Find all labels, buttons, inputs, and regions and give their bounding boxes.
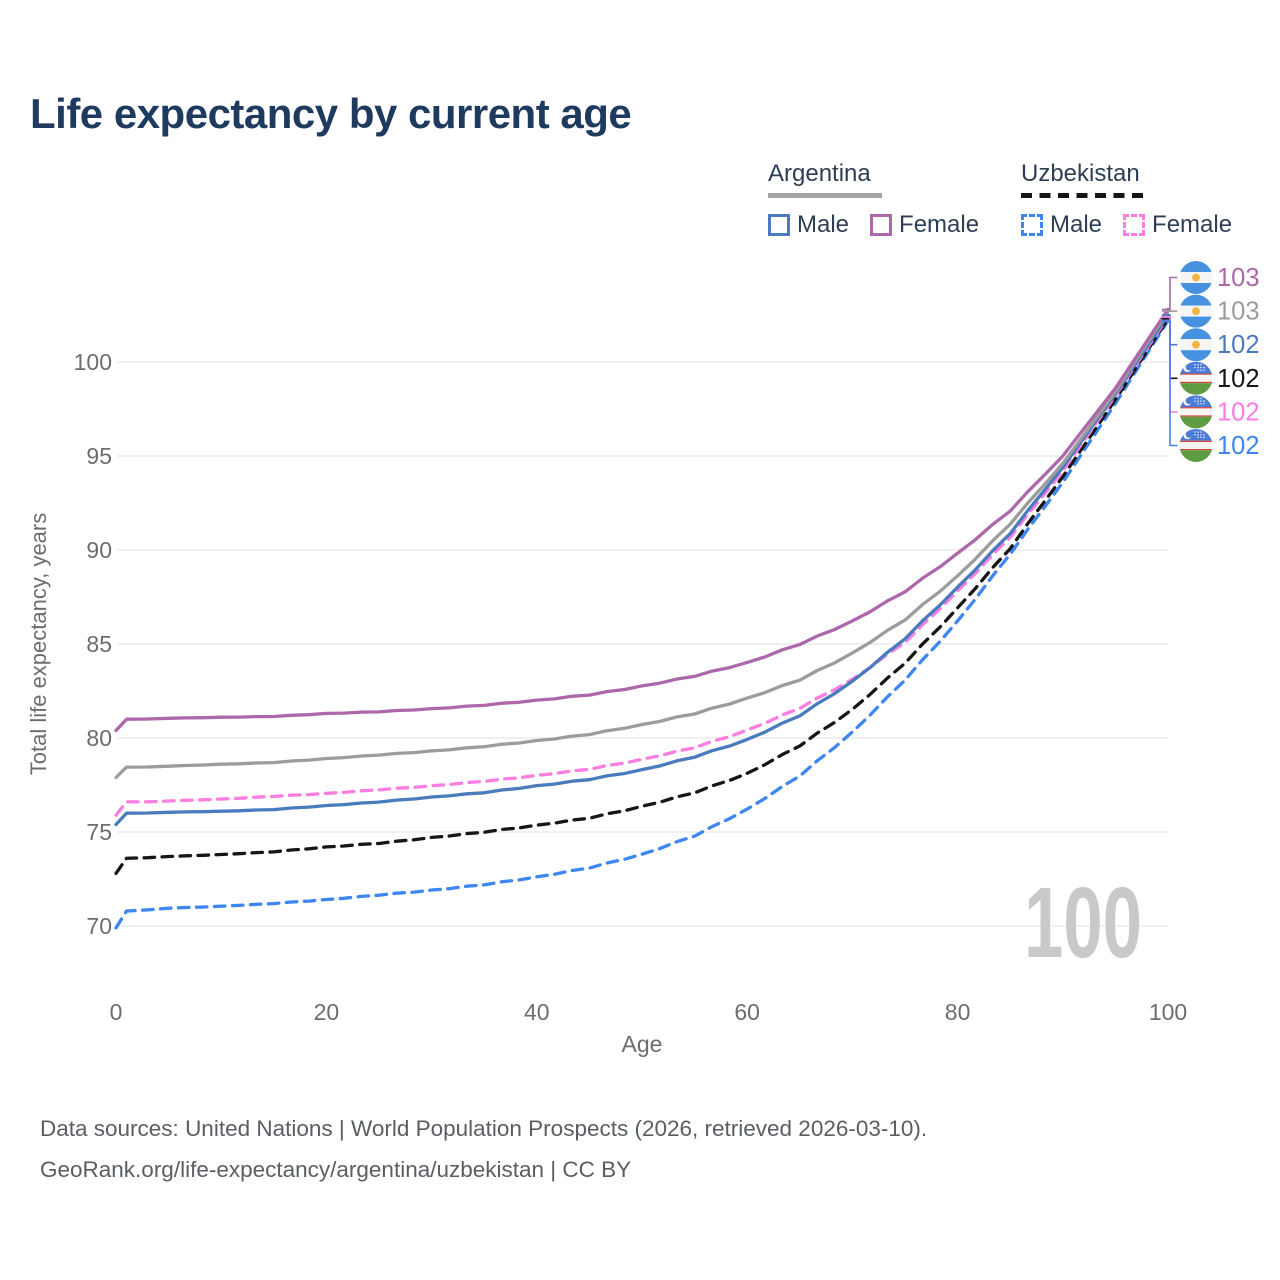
argentina-flag-icon bbox=[1179, 294, 1213, 328]
series-end-value-label: 102 bbox=[1217, 398, 1260, 426]
x-tick-label: 0 bbox=[110, 999, 123, 1025]
hover-age-watermark: 100 bbox=[1024, 867, 1142, 979]
legend-group-argentina: Argentina Male Female bbox=[768, 160, 1000, 239]
legend-swatch-argentina-female[interactable] bbox=[870, 214, 893, 236]
page-title: Life expectancy by current age bbox=[30, 90, 632, 137]
series-end-value-label: 102 bbox=[1217, 365, 1260, 393]
legend-group-uzbekistan: Uzbekistan Male Female bbox=[1021, 160, 1253, 239]
legend-label-argentina-male[interactable]: Male bbox=[797, 211, 850, 238]
footer-data-sources: Data sources: United Nations | World Pop… bbox=[40, 1116, 928, 1141]
x-tick-label: 40 bbox=[524, 999, 550, 1025]
x-tick-label: 60 bbox=[734, 999, 760, 1025]
y-tick-label: 70 bbox=[86, 913, 112, 939]
legend-underline-uzbekistan bbox=[1021, 193, 1149, 198]
x-tick-label: 80 bbox=[945, 999, 971, 1025]
legend-underline-argentina bbox=[768, 193, 882, 198]
x-tick-label: 20 bbox=[314, 999, 340, 1025]
uzbekistan-flag-icon bbox=[1179, 429, 1213, 462]
series-end-value-label: 103 bbox=[1217, 298, 1260, 326]
series-line-uzbekistan-both-sexes bbox=[114, 317, 1170, 876]
x-axis-title: Age bbox=[622, 1031, 663, 1057]
legend-swatch-uzbekistan-male[interactable] bbox=[1021, 214, 1043, 236]
legend-swatch-uzbekistan-female[interactable] bbox=[1123, 214, 1146, 236]
end-label-connector bbox=[1162, 276, 1178, 311]
y-tick-label: 80 bbox=[86, 725, 112, 751]
series-line-uzbekistan-male bbox=[114, 318, 1170, 930]
legend-country-argentina[interactable]: Argentina bbox=[768, 160, 871, 187]
series-line-argentina-female bbox=[114, 307, 1170, 733]
end-label-connector bbox=[1162, 319, 1178, 447]
y-tick-label: 90 bbox=[86, 537, 112, 563]
footer-attribution-link: GeoRank.org/life-expectancy/argentina/uz… bbox=[40, 1157, 632, 1182]
y-tick-label: 75 bbox=[86, 819, 112, 845]
series-line-argentina-male bbox=[114, 313, 1170, 827]
legend-label-uzbekistan-male[interactable]: Male bbox=[1050, 211, 1103, 238]
y-axis-title: Total life expectancy, years bbox=[26, 513, 51, 776]
uzbekistan-flag-icon bbox=[1179, 361, 1213, 395]
series-end-value-label: 103 bbox=[1217, 264, 1260, 292]
series-end-value-label: 102 bbox=[1217, 331, 1260, 359]
series-line-argentina-both-sexes bbox=[114, 309, 1170, 780]
series-line-uzbekistan-female bbox=[114, 315, 1170, 817]
legend-country-uzbekistan[interactable]: Uzbekistan bbox=[1021, 160, 1140, 187]
series-end-value-label: 102 bbox=[1217, 432, 1260, 460]
x-tick-label: 100 bbox=[1149, 999, 1187, 1025]
legend-label-uzbekistan-female[interactable]: Female bbox=[1152, 211, 1233, 238]
footer: Data sources: United Nations | World Pop… bbox=[40, 1108, 927, 1190]
legend-swatch-argentina-male[interactable] bbox=[768, 214, 790, 236]
y-tick-label: 85 bbox=[86, 631, 112, 657]
uzbekistan-flag-icon bbox=[1179, 395, 1213, 429]
y-tick-label: 100 bbox=[74, 349, 112, 375]
y-tick-label: 95 bbox=[86, 443, 112, 469]
argentina-flag-icon bbox=[1179, 261, 1213, 294]
argentina-flag-icon bbox=[1179, 328, 1213, 362]
legend-label-argentina-female[interactable]: Female bbox=[899, 211, 980, 238]
